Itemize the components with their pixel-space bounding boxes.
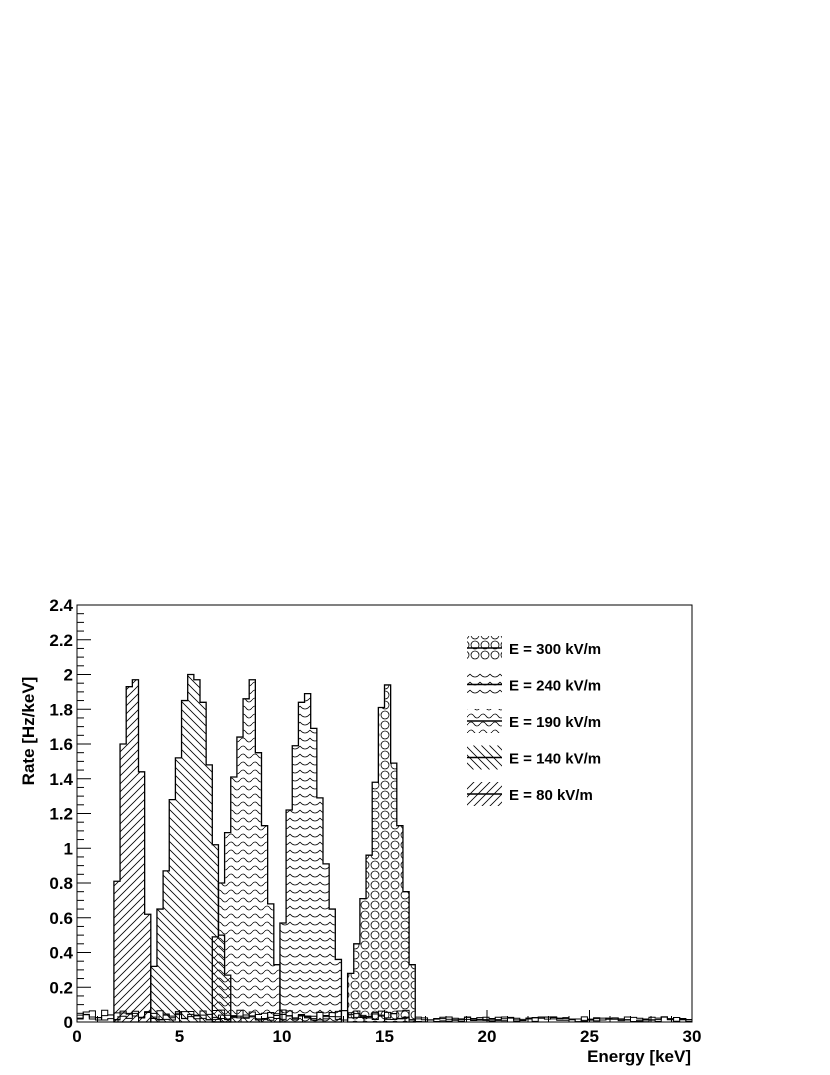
legend-label: E = 140 kV/m xyxy=(509,751,601,768)
x-tick-label: 5 xyxy=(175,1027,184,1046)
legend-item: E = 190 kV/m xyxy=(467,709,601,733)
y-tick-label: 0.4 xyxy=(49,944,73,963)
legend-item: E = 80 kV/m xyxy=(467,782,593,806)
legend-item: E = 140 kV/m xyxy=(467,745,601,770)
y-tick-label: 1.4 xyxy=(49,770,73,789)
x-tick-label: 0 xyxy=(72,1027,81,1046)
x-axis-title: Energy [keV] xyxy=(587,1047,691,1066)
series-histogram xyxy=(279,692,343,1023)
legend-label: E = 80 kV/m xyxy=(509,787,593,804)
series-layer xyxy=(113,673,416,1023)
y-tick-label: 2.2 xyxy=(49,631,73,650)
y-tick-label: 0 xyxy=(64,1013,73,1032)
y-tick-label: 0.2 xyxy=(49,978,73,997)
legend-item: E = 300 kV/m xyxy=(467,636,601,660)
x-tick-label: 10 xyxy=(273,1027,292,1046)
x-tick-label: 30 xyxy=(683,1027,702,1046)
y-axis: 0 0.2 0.4 0.6 0.8 1 1.2 1.4 1.6 1.8 2 2.2 2.4 xyxy=(49,596,91,1032)
series-histogram xyxy=(346,684,416,1023)
y-tick-label: 0.8 xyxy=(49,874,73,893)
y-axis-title: Rate [Hz/keV] xyxy=(19,677,38,786)
y-tick-label: 1.6 xyxy=(49,735,73,754)
series-3 xyxy=(150,673,232,1023)
legend-item: E = 240 kV/m xyxy=(467,672,601,697)
legend: E = 300 kV/m E = 240 kV/m E = 190 kV/m E = … xyxy=(467,636,601,806)
series-histogram xyxy=(150,673,232,1023)
y-tick-label: 1.2 xyxy=(49,805,73,824)
legend-label: E = 300 kV/m xyxy=(509,641,601,658)
series-1 xyxy=(279,692,343,1023)
series-0 xyxy=(346,684,416,1023)
x-tick-label: 20 xyxy=(478,1027,497,1046)
legend-label: E = 190 kV/m xyxy=(509,714,601,731)
series-histogram xyxy=(113,679,152,1023)
legend-label: E = 240 kV/m xyxy=(509,678,601,695)
series-2 xyxy=(211,679,281,1023)
y-tick-label: 2.4 xyxy=(49,596,73,615)
series-histogram xyxy=(211,679,281,1023)
x-tick-label: 15 xyxy=(375,1027,394,1046)
y-tick-label: 2 xyxy=(64,666,73,685)
y-tick-label: 1.8 xyxy=(49,700,73,719)
y-tick-label: 1 xyxy=(64,839,73,858)
y-tick-label: 0.6 xyxy=(49,909,73,928)
x-axis: 0 5 10 15 20 25 30 xyxy=(72,1010,701,1046)
x-tick-label: 25 xyxy=(580,1027,599,1046)
series-4 xyxy=(113,679,152,1023)
